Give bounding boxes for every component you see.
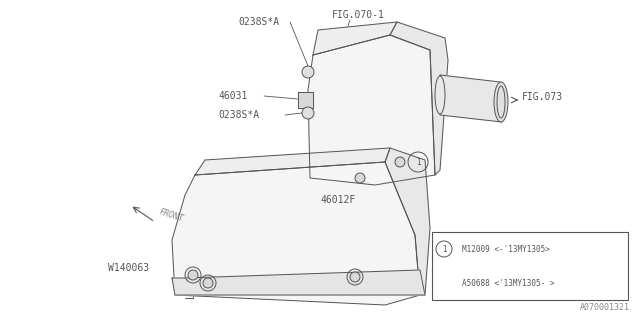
Text: 46012F: 46012F: [320, 195, 355, 205]
Ellipse shape: [494, 82, 508, 122]
Text: FRONT: FRONT: [158, 207, 184, 223]
Circle shape: [302, 107, 314, 119]
Text: A070001321: A070001321: [580, 303, 630, 312]
Ellipse shape: [435, 76, 445, 114]
Circle shape: [395, 157, 405, 167]
Text: FIG.070-1: FIG.070-1: [332, 10, 385, 20]
Polygon shape: [313, 22, 397, 55]
Text: 0238S*A: 0238S*A: [238, 17, 279, 27]
Text: W140063: W140063: [108, 263, 149, 273]
Bar: [432, 232, 628, 300]
Polygon shape: [440, 75, 502, 122]
Polygon shape: [172, 270, 425, 295]
Text: M12009 <-'13MY1305>: M12009 <-'13MY1305>: [462, 244, 550, 253]
Circle shape: [302, 66, 314, 78]
Circle shape: [350, 272, 360, 282]
Polygon shape: [298, 92, 313, 108]
Text: 1: 1: [416, 157, 420, 166]
Polygon shape: [390, 22, 448, 175]
Polygon shape: [385, 148, 430, 295]
Text: 1: 1: [442, 244, 446, 253]
Circle shape: [188, 270, 198, 280]
Polygon shape: [308, 35, 435, 185]
Text: 0238S*A: 0238S*A: [218, 110, 259, 120]
Polygon shape: [172, 162, 420, 305]
Text: A50688 <'13MY1305- >: A50688 <'13MY1305- >: [462, 278, 554, 287]
Circle shape: [203, 278, 213, 288]
Polygon shape: [195, 148, 390, 175]
Text: FIG.073: FIG.073: [522, 92, 563, 102]
Text: 46031: 46031: [218, 91, 248, 101]
Circle shape: [355, 173, 365, 183]
